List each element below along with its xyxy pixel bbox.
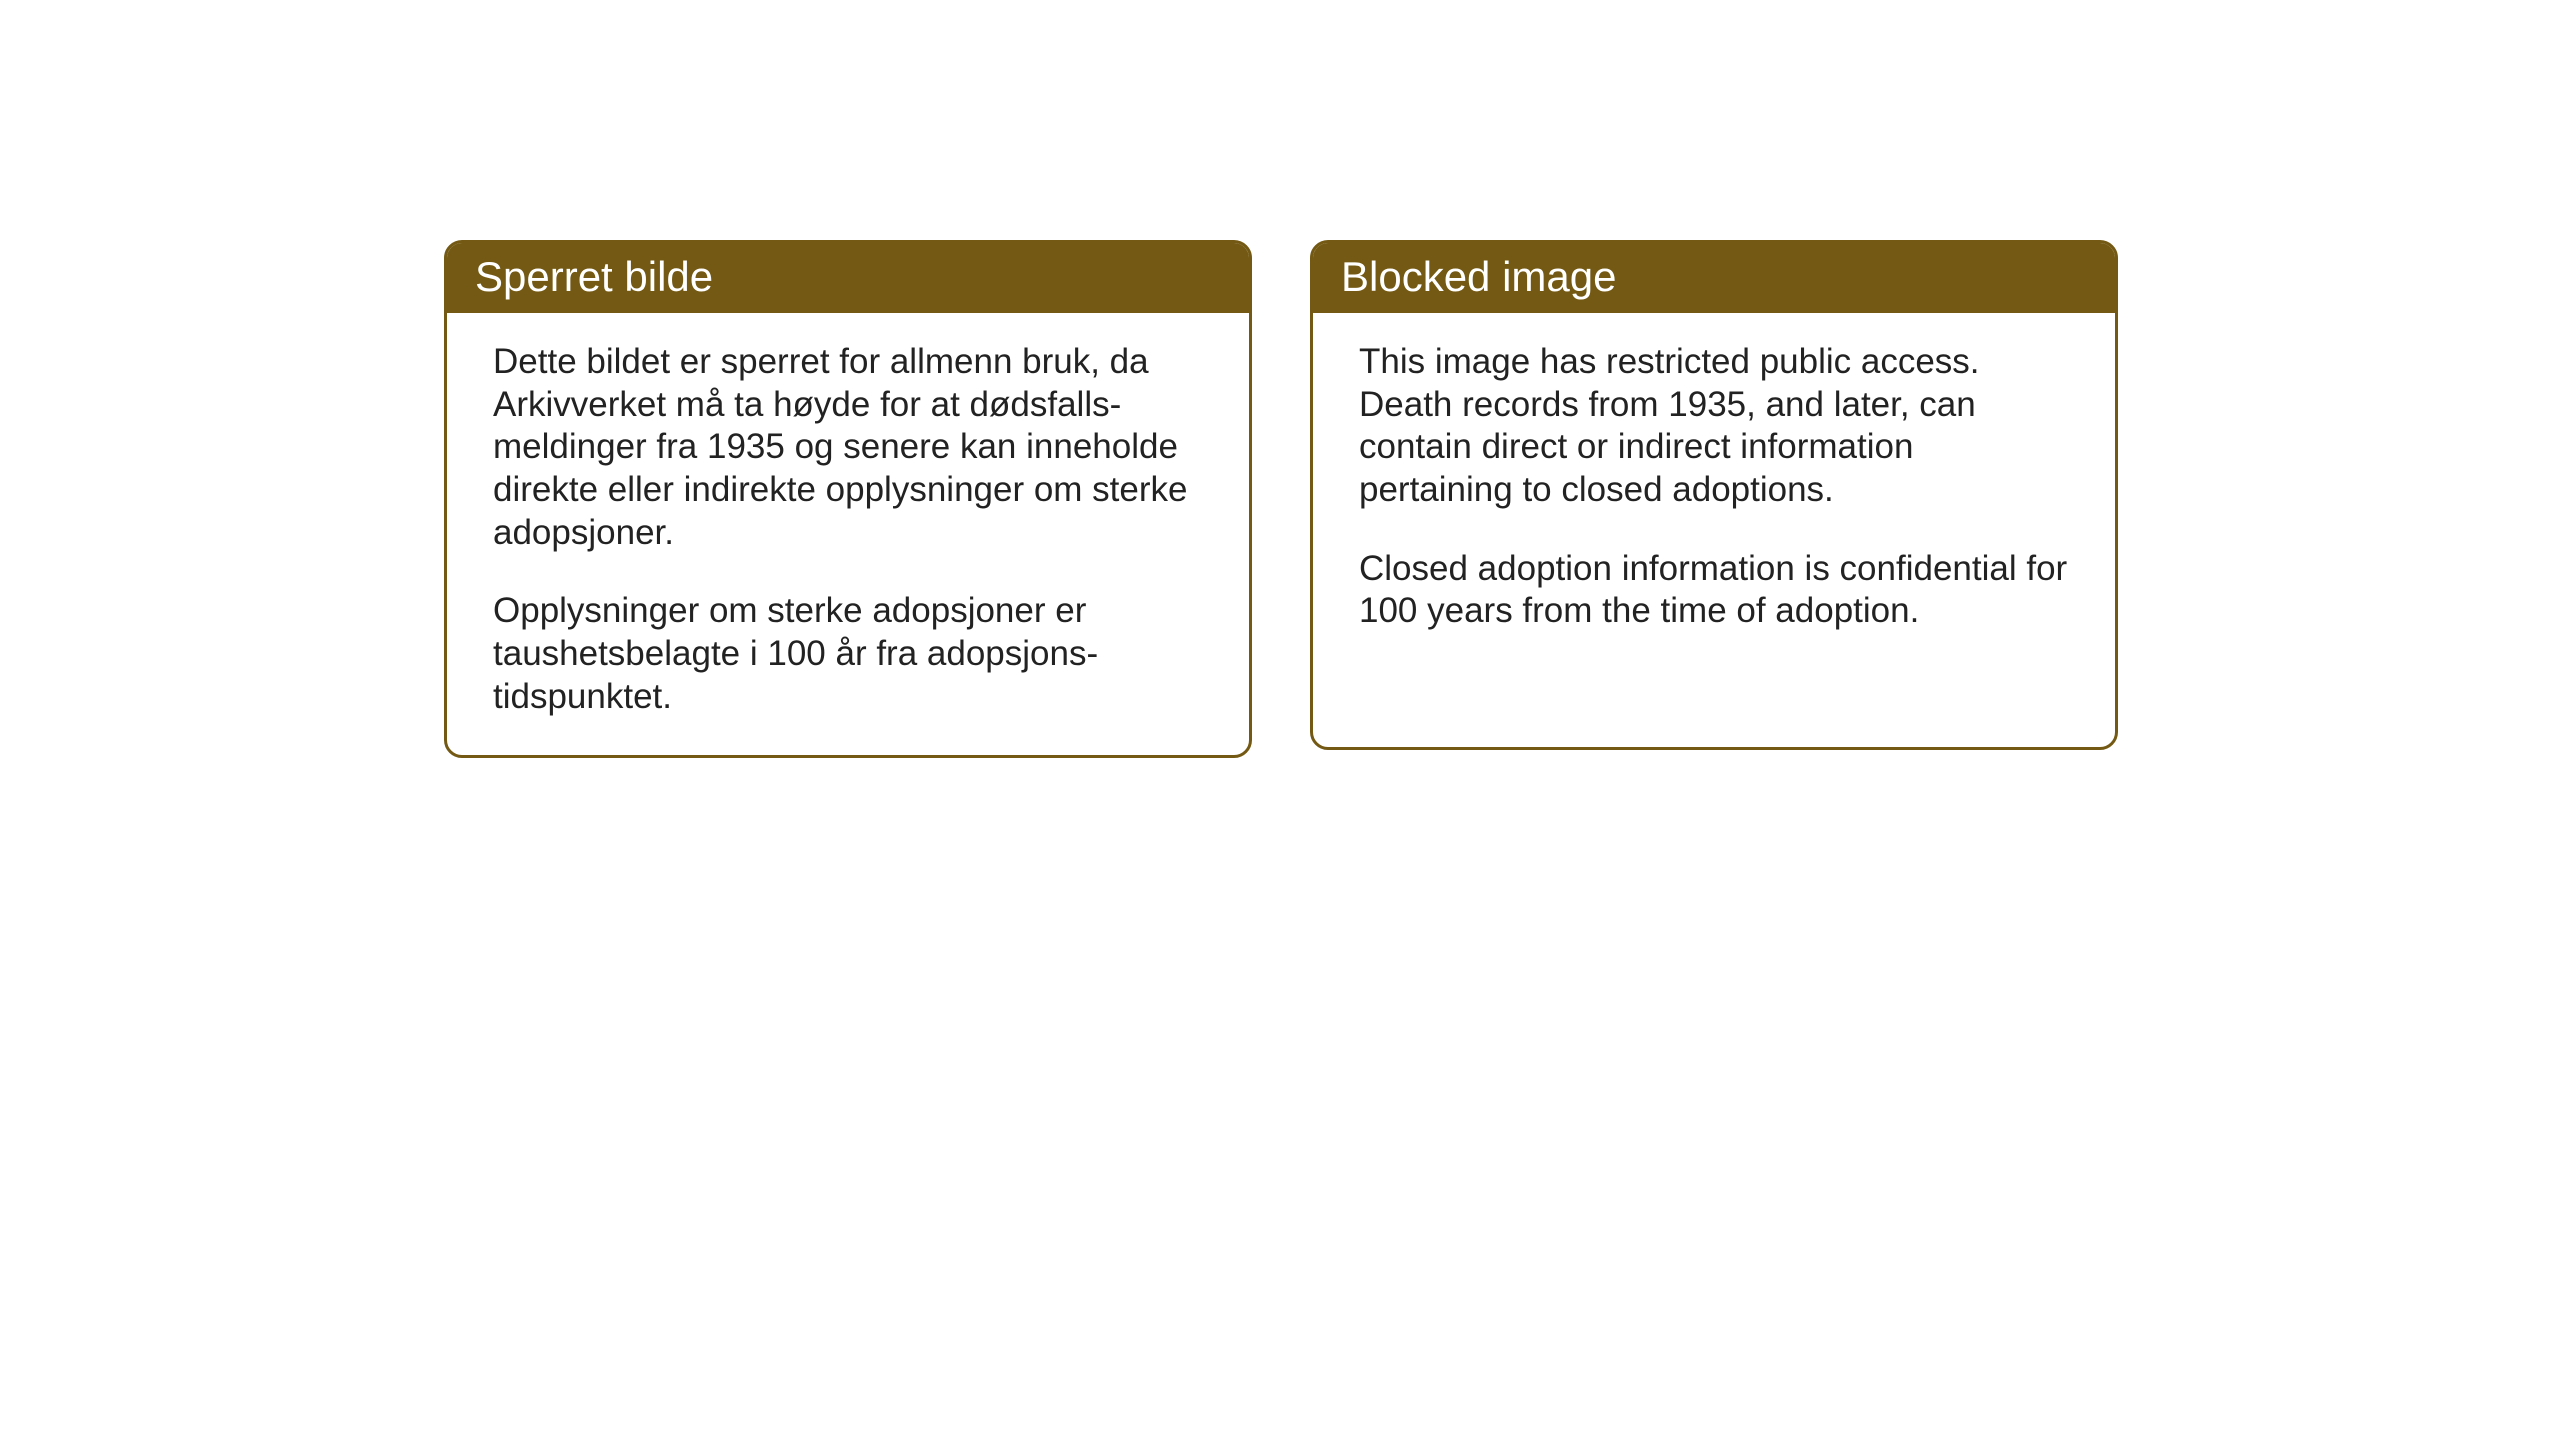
- notice-card-english: Blocked image This image has restricted …: [1310, 240, 2118, 750]
- card-body-english: This image has restricted public access.…: [1313, 313, 2115, 669]
- card-title-norwegian: Sperret bilde: [475, 253, 713, 300]
- card-header-english: Blocked image: [1313, 243, 2115, 313]
- card-paragraph-2-english: Closed adoption information is confident…: [1359, 548, 2069, 633]
- notice-card-norwegian: Sperret bilde Dette bildet er sperret fo…: [444, 240, 1252, 758]
- card-header-norwegian: Sperret bilde: [447, 243, 1249, 313]
- card-body-norwegian: Dette bildet er sperret for allmenn bruk…: [447, 313, 1249, 755]
- card-paragraph-2-norwegian: Opplysninger om sterke adopsjoner er tau…: [493, 590, 1203, 718]
- card-paragraph-1-norwegian: Dette bildet er sperret for allmenn bruk…: [493, 341, 1203, 554]
- notice-container: Sperret bilde Dette bildet er sperret fo…: [444, 240, 2118, 758]
- card-paragraph-1-english: This image has restricted public access.…: [1359, 341, 2069, 512]
- card-title-english: Blocked image: [1341, 253, 1616, 300]
